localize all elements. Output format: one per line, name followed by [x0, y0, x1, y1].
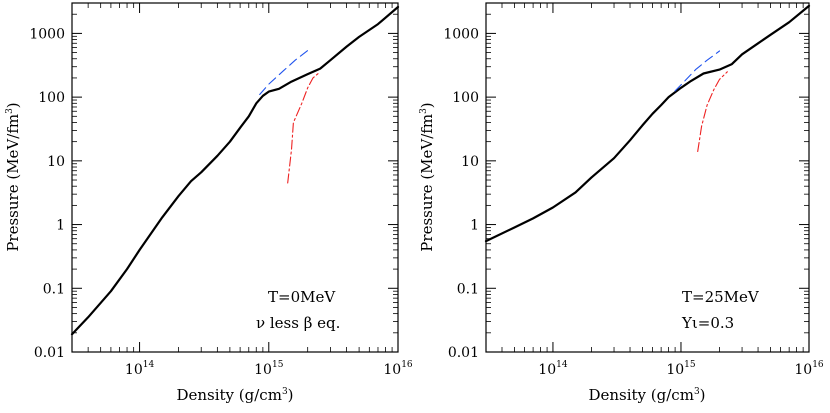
left-y-tick-label: 1000: [29, 26, 65, 42]
left-y-axis-label: Pressure (MeV/fm3): [4, 102, 22, 251]
right-series-layer: [484, 4, 811, 243]
left-chart-panel: 1014 1015 1016 0.01 0.1 1 10 100 1000 Density (…: [4, 2, 413, 404]
left-plot-frame: [71, 2, 399, 353]
left-y-tick-label: 1: [56, 218, 65, 234]
left-annotation-condition: ν less β eq.: [256, 314, 340, 332]
left-y-tick-labels: 0.01 0.1 1 10 100 1000: [29, 26, 65, 361]
right-annotation-temperature: T=25MeV: [682, 288, 760, 306]
right-series-blue-dashed: [674, 50, 721, 92]
right-y-tick-label: 1000: [443, 26, 479, 42]
right-y-tick-label: 10: [461, 154, 479, 170]
right-plot-frame: [485, 2, 810, 353]
right-x-axis-label: Density (g/cm3): [588, 386, 705, 404]
right-y-tick-label: 0.01: [448, 345, 479, 361]
left-y-tick-label: 10: [47, 154, 65, 170]
left-series-red-dashdot: [287, 71, 321, 184]
left-annotation-temperature: T=0MeV: [268, 288, 336, 306]
left-x-tick-label: 1015: [254, 360, 284, 378]
left-minor-ticks: [72, 3, 398, 352]
left-x-axis-label: Density (g/cm3): [176, 386, 293, 404]
left-major-ticks: [72, 3, 399, 353]
right-chart-panel: 1014 1015 1016 0.01 0.1 1 10 100 1000 Density (…: [418, 2, 824, 404]
left-series-full: [70, 5, 400, 336]
right-y-axis-label: Pressure (MeV/fm3): [418, 102, 436, 251]
left-x-tick-label: 1014: [125, 360, 155, 378]
right-major-ticks: [486, 3, 810, 353]
left-x-tick-labels: 1014 1015 1016: [125, 360, 413, 378]
right-y-tick-labels: 0.01 0.1 1 10 100 1000: [443, 26, 479, 361]
right-annotation-fraction: Yι=0.3: [681, 314, 734, 332]
left-series-layer: [70, 5, 400, 336]
right-x-tick-label: 1015: [666, 360, 696, 378]
left-y-tick-label: 0.1: [43, 281, 65, 297]
right-y-tick-label: 0.1: [457, 281, 479, 297]
right-minor-ticks: [486, 3, 809, 352]
right-x-tick-labels: 1014 1015 1016: [538, 360, 824, 378]
right-series-full: [484, 4, 811, 243]
right-y-tick-label: 100: [452, 90, 479, 106]
right-x-tick-label: 1014: [538, 360, 568, 378]
left-series-blue-dashed: [259, 49, 309, 96]
left-y-tick-label: 0.01: [34, 345, 65, 361]
right-series-red-dashdot: [697, 71, 728, 153]
right-y-tick-label: 1: [470, 218, 479, 234]
left-y-tick-label: 100: [38, 90, 65, 106]
right-x-tick-label: 1016: [794, 360, 824, 378]
left-x-tick-label: 1016: [383, 360, 413, 378]
